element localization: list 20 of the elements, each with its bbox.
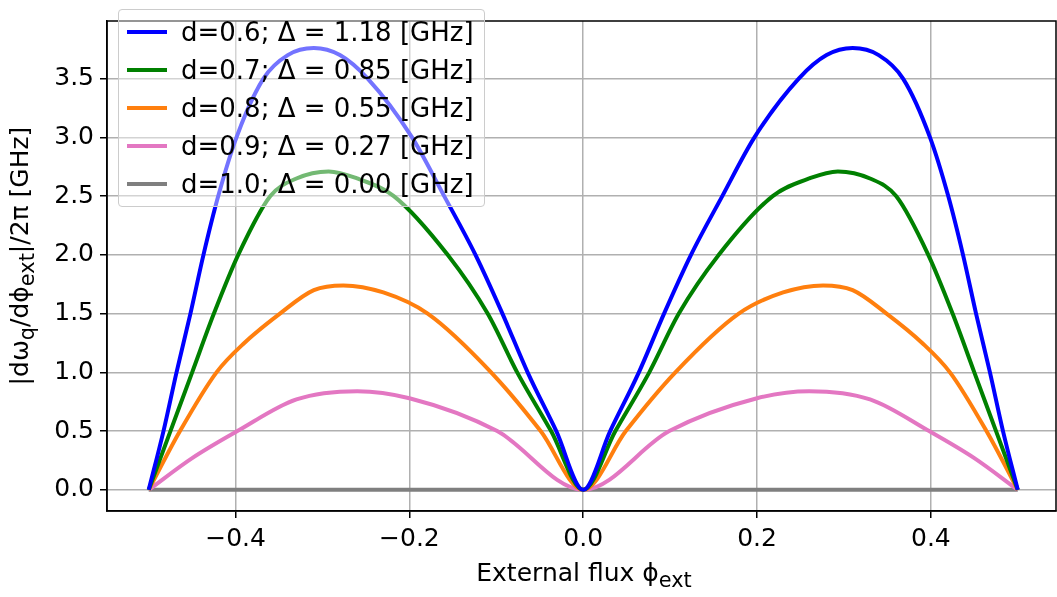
- y-tick-label: 0.0: [54, 473, 94, 503]
- y-tick-label: 1.0: [54, 355, 94, 385]
- x-tick-label: 0.0: [563, 522, 604, 552]
- x-axis-title: External flux ϕ$_{ext}$: [476, 558, 692, 592]
- legend-label: d=0.8; Δ = 0.55 [GHz]: [181, 93, 474, 123]
- legend-label: d=1.0; Δ = 0.00 [GHz]: [181, 169, 474, 199]
- y-tick-label: 3.0: [54, 120, 94, 150]
- legend-label: d=0.9; Δ = 0.27 [GHz]: [181, 131, 474, 161]
- x-tick-label: 0.4: [910, 522, 951, 552]
- legend-label: d=0.6; Δ = 1.18 [GHz]: [181, 17, 474, 47]
- x-tick-label: 0.2: [737, 522, 777, 552]
- legend-label: d=0.7; Δ = 0.85 [GHz]: [181, 55, 474, 85]
- x-tick-label: −0.2: [379, 522, 440, 552]
- y-tick-label: 2.0: [54, 238, 94, 268]
- y-tick-label: 3.5: [54, 62, 94, 92]
- y-tick-label: 0.5: [54, 414, 94, 444]
- x-tick-label: −0.4: [205, 522, 266, 552]
- y-tick-label: 2.5: [54, 179, 94, 209]
- y-tick-label: 1.5: [54, 297, 94, 327]
- line-series: [146, 46, 1020, 492]
